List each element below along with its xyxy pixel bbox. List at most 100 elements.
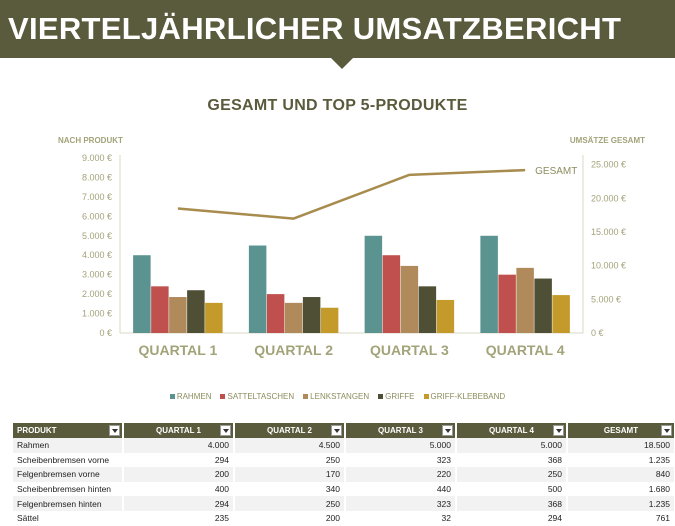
cell-value[interactable]: 250 <box>456 467 567 482</box>
cell-product[interactable]: Felgenbremsen vorne <box>13 467 123 482</box>
bar-lenkstangen <box>401 266 419 333</box>
bar-lenkstangen <box>169 297 187 333</box>
left-tick-label: 4.000 € <box>82 250 112 260</box>
cell-total[interactable]: 1.680 <box>567 482 675 497</box>
filter-dropdown-icon[interactable] <box>661 425 672 436</box>
header-label: QUARTAL 3 <box>350 426 451 435</box>
cell-value[interactable]: 250 <box>234 496 345 511</box>
header-quartal-1: QUARTAL 1 <box>123 423 234 438</box>
bar-lenkstangen <box>516 268 534 333</box>
cell-total[interactable]: 1.235 <box>567 496 675 511</box>
cell-value[interactable]: 235 <box>123 511 234 526</box>
bar-griffe <box>534 279 552 333</box>
line-gesamt <box>178 170 525 218</box>
filter-dropdown-icon[interactable] <box>553 425 564 436</box>
header-label: QUARTAL 2 <box>239 426 340 435</box>
cell-value[interactable]: 32 <box>345 511 456 526</box>
sales-table: PRODUKT QUARTAL 1 QUARTAL 2 QUARTAL 3 QU… <box>13 423 675 526</box>
title-banner: VIERTELJÄHRLICHER UMSATZBERICHT <box>0 0 675 58</box>
legend-swatch <box>220 394 225 399</box>
cell-value[interactable]: 5.000 <box>456 438 567 453</box>
cell-total[interactable]: 761 <box>567 511 675 526</box>
table-row: Scheibenbremsen vorne 294 250 323 368 1.… <box>13 453 675 468</box>
banner-notch <box>331 58 353 69</box>
legend-swatch <box>303 394 308 399</box>
cell-value[interactable]: 294 <box>456 511 567 526</box>
legend-swatch <box>170 394 175 399</box>
cell-value[interactable]: 500 <box>456 482 567 497</box>
cell-value[interactable]: 220 <box>345 467 456 482</box>
legend-label: SATTELTASCHEN <box>227 392 294 401</box>
cell-product[interactable]: Sättel <box>13 511 123 526</box>
filter-dropdown-icon[interactable] <box>331 425 342 436</box>
right-tick-label: 25.000 € <box>591 160 626 170</box>
cell-product[interactable]: Scheibenbremsen vorne <box>13 453 123 468</box>
cell-product[interactable]: Rahmen <box>13 438 123 453</box>
left-tick-label: 0 € <box>99 328 112 338</box>
table-row: Sättel 235 200 32 294 761 <box>13 511 675 526</box>
bar-griffe <box>303 297 321 333</box>
bar-griffe <box>187 290 205 333</box>
right-tick-label: 5.000 € <box>591 294 621 304</box>
cell-value[interactable]: 170 <box>234 467 345 482</box>
cell-value[interactable]: 368 <box>456 453 567 468</box>
table-row: Felgenbremsen vorne 200 170 220 250 840 <box>13 467 675 482</box>
cell-product[interactable]: Scheibenbremsen hinten <box>13 482 123 497</box>
filter-dropdown-icon[interactable] <box>109 425 120 436</box>
category-label: QUARTAL 4 <box>486 342 565 358</box>
legend-label: GRIFF-KLEBEBAND <box>431 392 506 401</box>
left-tick-label: 9.000 € <box>82 153 112 163</box>
cell-total[interactable]: 18.500 <box>567 438 675 453</box>
legend-item: GRIFFE <box>378 392 414 401</box>
category-label: QUARTAL 2 <box>254 342 333 358</box>
bar-lenkstangen <box>285 303 303 333</box>
bar-satteltaschen <box>498 275 516 333</box>
bar-griff-klebeband <box>321 308 339 333</box>
header-produkt: PRODUKT <box>13 423 123 438</box>
legend-label: LENKSTANGEN <box>310 392 369 401</box>
table-row: Scheibenbremsen hinten 400 340 440 500 1… <box>13 482 675 497</box>
cell-value[interactable]: 340 <box>234 482 345 497</box>
table-row: Rahmen 4.000 4.500 5.000 5.000 18.500 <box>13 438 675 453</box>
cell-product[interactable]: Felgenbremsen hinten <box>13 496 123 511</box>
header-quartal-4: QUARTAL 4 <box>456 423 567 438</box>
bar-rahmen <box>249 246 267 334</box>
cell-value[interactable]: 4.500 <box>234 438 345 453</box>
legend-item: GRIFF-KLEBEBAND <box>424 392 506 401</box>
cell-value[interactable]: 323 <box>345 496 456 511</box>
bar-griff-klebeband <box>205 303 223 333</box>
line-label: GESAMT <box>535 166 577 177</box>
legend-item: SATTELTASCHEN <box>220 392 294 401</box>
cell-value[interactable]: 200 <box>234 511 345 526</box>
header-label: GESAMT <box>572 426 670 435</box>
chart-title: GESAMT UND TOP 5-PRODUKTE <box>0 97 675 115</box>
legend-swatch <box>424 394 429 399</box>
cell-value[interactable]: 440 <box>345 482 456 497</box>
filter-dropdown-icon[interactable] <box>220 425 231 436</box>
left-tick-label: 7.000 € <box>82 192 112 202</box>
cell-value[interactable]: 323 <box>345 453 456 468</box>
header-label: QUARTAL 1 <box>128 426 229 435</box>
cell-value[interactable]: 368 <box>456 496 567 511</box>
cell-value[interactable]: 294 <box>123 453 234 468</box>
cell-value[interactable]: 250 <box>234 453 345 468</box>
report-title: VIERTELJÄHRLICHER UMSATZBERICHT <box>8 11 621 47</box>
cell-value[interactable]: 200 <box>123 467 234 482</box>
header-quartal-3: QUARTAL 3 <box>345 423 456 438</box>
cell-value[interactable]: 5.000 <box>345 438 456 453</box>
right-axis-label: UMSÄTZE GESAMT <box>570 136 645 145</box>
cell-value[interactable]: 294 <box>123 496 234 511</box>
bar-satteltaschen <box>383 255 401 333</box>
cell-total[interactable]: 840 <box>567 467 675 482</box>
cell-value[interactable]: 400 <box>123 482 234 497</box>
table-row: Felgenbremsen hinten 294 250 323 368 1.2… <box>13 496 675 511</box>
filter-dropdown-icon[interactable] <box>442 425 453 436</box>
left-tick-label: 1.000 € <box>82 309 112 319</box>
legend-label: RAHMEN <box>177 392 212 401</box>
cell-value[interactable]: 4.000 <box>123 438 234 453</box>
category-label: QUARTAL 3 <box>370 342 449 358</box>
category-label: QUARTAL 1 <box>138 342 217 358</box>
cell-total[interactable]: 1.235 <box>567 453 675 468</box>
left-tick-label: 2.000 € <box>82 289 112 299</box>
